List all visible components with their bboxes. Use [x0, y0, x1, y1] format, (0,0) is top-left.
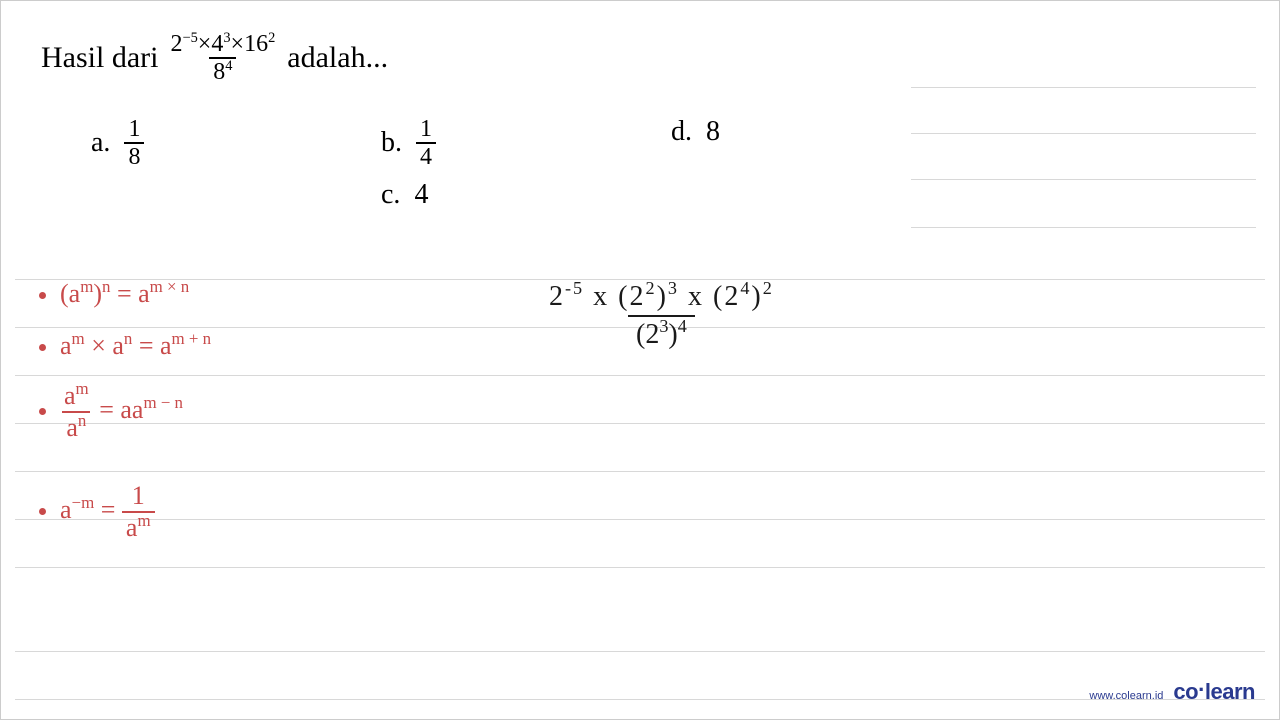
worked-expression: 2-5 x (22)3 x (24)2 (23)4	[541, 279, 782, 353]
options-grid: a. 1 8 b. 1 4 d. 8 c. 4	[41, 116, 1239, 219]
question-prefix: Hasil dari	[41, 41, 158, 75]
bullet-icon	[39, 344, 46, 351]
bullet-icon	[39, 408, 46, 415]
rule-line-short	[911, 179, 1256, 180]
option-c: c. 4	[381, 179, 671, 211]
worked-denominator: (23)4	[628, 315, 695, 353]
option-d-value: 8	[706, 116, 720, 148]
fraction-denominator: 84	[209, 57, 236, 85]
option-a-value: 1 8	[124, 116, 144, 171]
option-b: b. 1 4	[381, 116, 671, 171]
footer-branding: www.colearn.id co·learn	[1089, 679, 1255, 705]
option-c-label: c.	[381, 179, 400, 211]
fraction-numerator: 2−5×43×162	[166, 31, 279, 57]
rule-line-short	[911, 87, 1256, 88]
option-b-value: 1 4	[416, 116, 436, 171]
bullet-icon	[39, 508, 46, 515]
option-b-label: b.	[381, 127, 402, 159]
footer-url: www.colearn.id	[1089, 690, 1163, 702]
exponent-rule-negative: a−m = 1 am	[39, 481, 155, 543]
option-d-label: d.	[671, 116, 692, 148]
page-root: Hasil dari 2−5×43×162 84 adalah... a. 1 …	[1, 1, 1279, 719]
footer-brand: co·learn	[1173, 679, 1255, 705]
exponent-rule-product: am × an = am + n	[39, 331, 211, 361]
bullet-icon	[39, 292, 46, 299]
exponent-rule-quotient: am an = aam − n	[39, 381, 183, 443]
question-fraction: 2−5×43×162 84	[166, 31, 279, 86]
rule-line	[15, 651, 1265, 652]
option-c-value: 4	[414, 179, 428, 211]
question-suffix: adalah...	[287, 41, 388, 75]
rule-line	[15, 471, 1265, 472]
rule-line-short	[911, 133, 1256, 134]
option-d: d. 8	[671, 116, 961, 171]
rule-line	[15, 423, 1265, 424]
rule-line	[15, 519, 1265, 520]
worked-numerator: 2-5 x (22)3 x (24)2	[541, 279, 782, 315]
rule-line	[15, 375, 1265, 376]
exponent-rule-power: (am)n = am × n	[39, 279, 189, 309]
rule-line	[15, 699, 1265, 700]
rule-line-short	[911, 227, 1256, 228]
rule-line	[15, 567, 1265, 568]
option-a: a. 1 8	[91, 116, 381, 171]
question-text: Hasil dari 2−5×43×162 84 adalah...	[41, 31, 1239, 86]
option-a-label: a.	[91, 127, 110, 159]
